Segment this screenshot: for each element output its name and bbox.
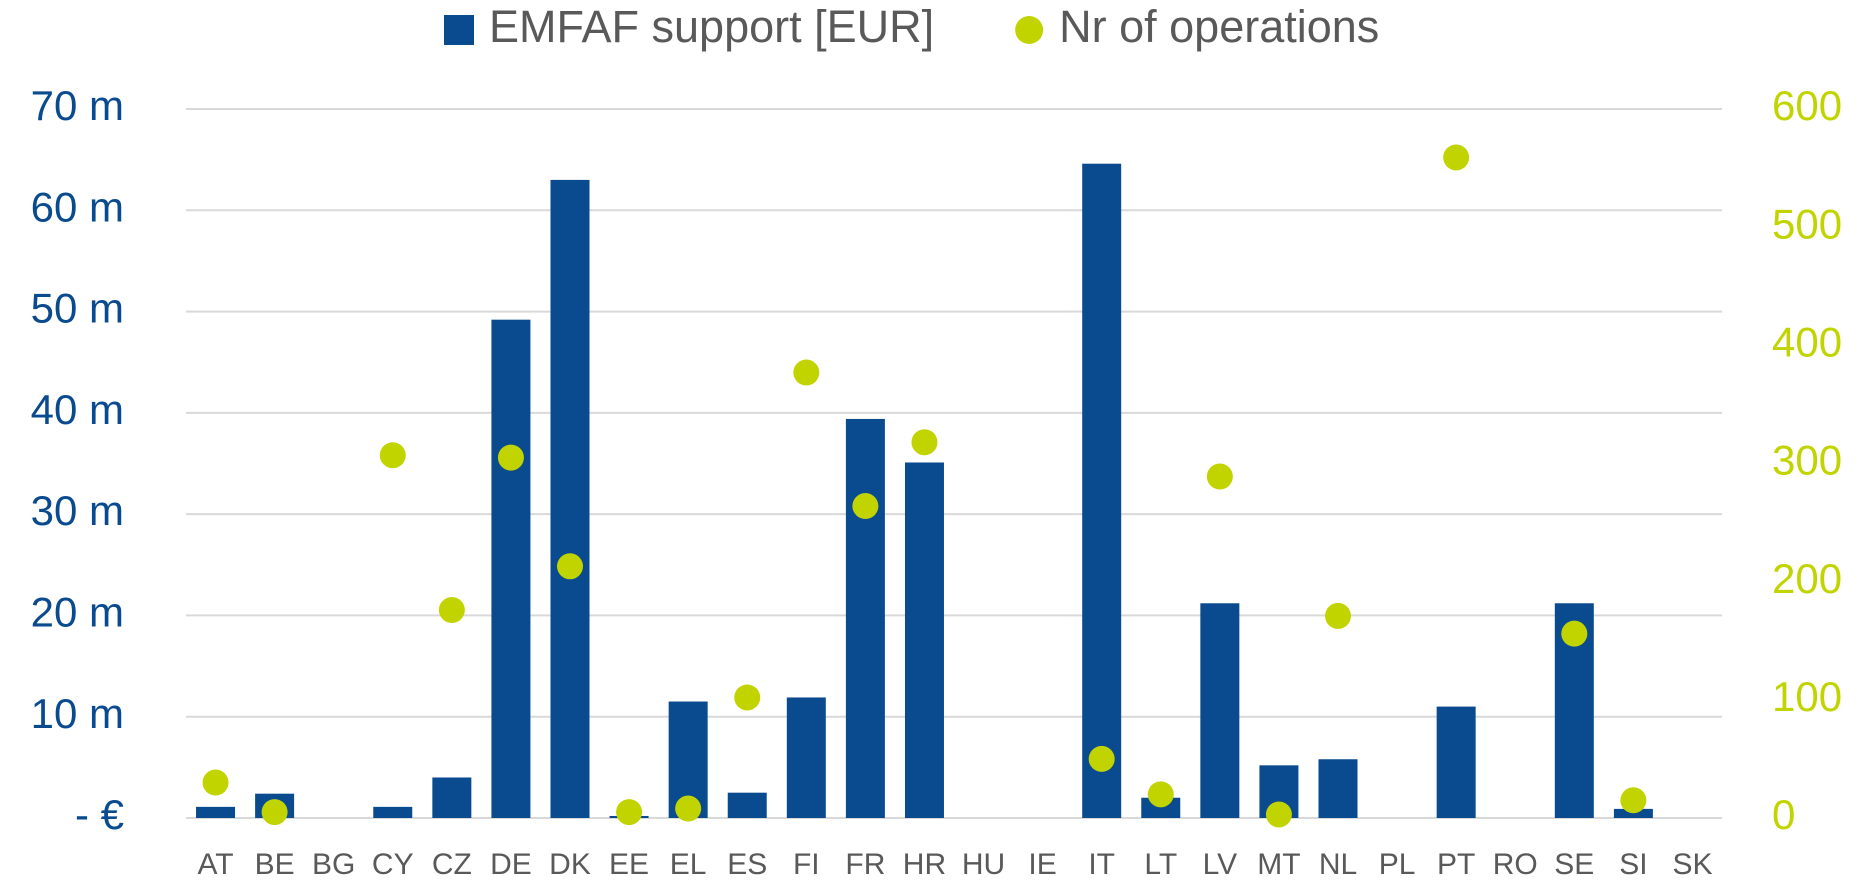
x-tick-label: HR (903, 848, 946, 881)
y2-tick-label: 100 (1772, 673, 1842, 720)
y-tick-label: 30 m (31, 487, 124, 534)
legend-swatch (444, 15, 474, 45)
x-tick-label: CZ (432, 848, 472, 881)
bar (1200, 603, 1240, 818)
dot (1088, 745, 1115, 772)
dot (1443, 144, 1470, 171)
x-tick-label: MT (1257, 848, 1300, 881)
dot (675, 795, 702, 822)
dot (1206, 463, 1233, 490)
legend-label: Nr of operations (1059, 1, 1379, 52)
y-tick-label: - € (75, 791, 124, 838)
dot (793, 359, 820, 386)
x-tick-label: LV (1203, 848, 1237, 881)
y-tick-label: 50 m (31, 285, 124, 332)
x-tick-label: EE (609, 848, 649, 881)
legend-swatch (1015, 16, 1044, 44)
bar (786, 697, 826, 818)
y-tick-label: 20 m (31, 589, 124, 636)
dot (734, 684, 761, 711)
y2-tick-label: 300 (1772, 437, 1842, 484)
y2-tick-label: 500 (1772, 200, 1842, 247)
bar (1082, 163, 1122, 819)
dot (1147, 781, 1174, 808)
bar (196, 806, 236, 818)
bar (373, 806, 413, 818)
x-tick-label: IE (1028, 848, 1056, 881)
y2-tick-label: 200 (1772, 555, 1842, 602)
bar (1436, 706, 1476, 818)
x-tick-label: DK (549, 848, 591, 881)
x-tick-label: IT (1088, 848, 1115, 881)
x-tick-label: BE (255, 848, 295, 881)
x-tick-label: EL (670, 848, 707, 881)
dot (1265, 801, 1292, 828)
bar (845, 418, 885, 818)
y-tick-label: 70 m (31, 82, 124, 129)
y-tick-label: 40 m (31, 386, 124, 433)
x-tick-label: SE (1554, 848, 1594, 881)
y-tick-label: 60 m (31, 183, 124, 230)
bar (491, 319, 531, 818)
bar (727, 792, 767, 818)
x-tick-label: SI (1619, 848, 1647, 881)
bar (432, 777, 472, 818)
x-tick-label: PT (1437, 848, 1475, 881)
dot (852, 493, 879, 520)
x-tick-label: SK (1672, 848, 1712, 881)
dot (616, 799, 643, 826)
dot (261, 799, 288, 826)
x-tick-label: BG (312, 848, 355, 881)
dot (202, 769, 229, 796)
x-tick-label: NL (1319, 848, 1357, 881)
x-tick-label: CY (372, 848, 414, 881)
dot (379, 442, 406, 469)
x-tick-label: DE (490, 848, 532, 881)
x-tick-label: FR (845, 848, 885, 881)
y-tick-label: 10 m (31, 690, 124, 737)
x-tick-label: PL (1379, 848, 1416, 881)
dot (1325, 602, 1351, 629)
y2-tick-label: 600 (1772, 82, 1842, 129)
dot (438, 597, 465, 624)
x-tick-label: AT (197, 848, 233, 881)
x-tick-label: FI (793, 848, 820, 881)
x-tick-label: RO (1493, 848, 1538, 881)
dot (557, 553, 583, 580)
dot (497, 444, 524, 471)
dot (1561, 620, 1588, 647)
y2-tick-label: 400 (1772, 318, 1842, 365)
dot (1620, 787, 1647, 814)
bar (550, 179, 590, 818)
x-tick-label: ES (727, 848, 767, 881)
x-tick-label: HU (962, 848, 1005, 881)
bar (1613, 808, 1653, 818)
dot (911, 429, 938, 456)
legend-label: EMFAF support [EUR] (489, 1, 934, 52)
bar (904, 462, 944, 818)
bar (1318, 759, 1358, 818)
y2-tick-label: 0 (1772, 791, 1795, 838)
x-tick-label: LT (1144, 848, 1177, 881)
